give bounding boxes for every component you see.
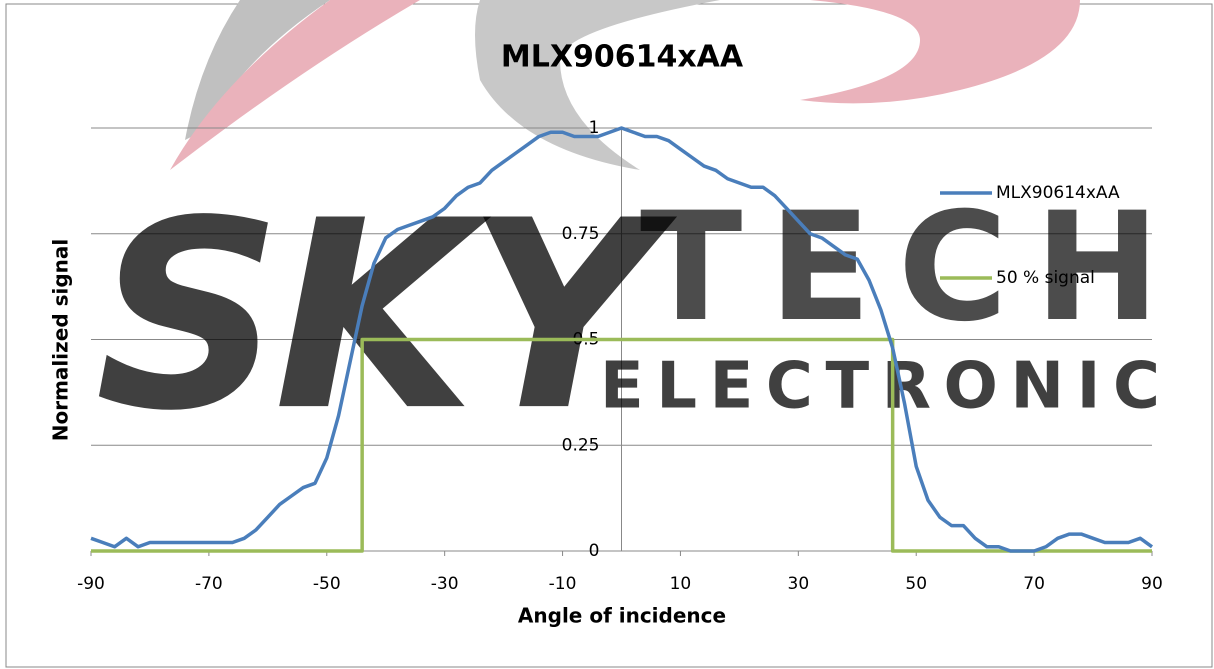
x-tick-label: 70 (1023, 574, 1045, 594)
x-tick-label: 30 (788, 574, 810, 594)
x-axis-label: Angle of incidence (518, 604, 726, 628)
watermark-text: SKY (95, 166, 678, 468)
x-tick-label: 90 (1141, 574, 1163, 594)
legend-label: MLX90614xAA (996, 183, 1120, 203)
x-tick-label: 10 (670, 574, 692, 594)
x-tick-label: -10 (549, 574, 577, 594)
y-axis-label: Normalized signal (49, 239, 73, 442)
x-tick-label: 50 (905, 574, 927, 594)
x-tick-label: -30 (431, 574, 459, 594)
chart: MLX90614xAA Angle of incidence Normalize… (0, 0, 1214, 669)
chart-title: MLX90614xAA (501, 40, 744, 75)
legend-label: 50 % signal (996, 268, 1095, 288)
x-tick-label: -50 (313, 574, 341, 594)
x-tick-label: -90 (77, 574, 105, 594)
x-tick-label: -70 (195, 574, 223, 594)
y-tick-label: 0 (589, 541, 600, 561)
